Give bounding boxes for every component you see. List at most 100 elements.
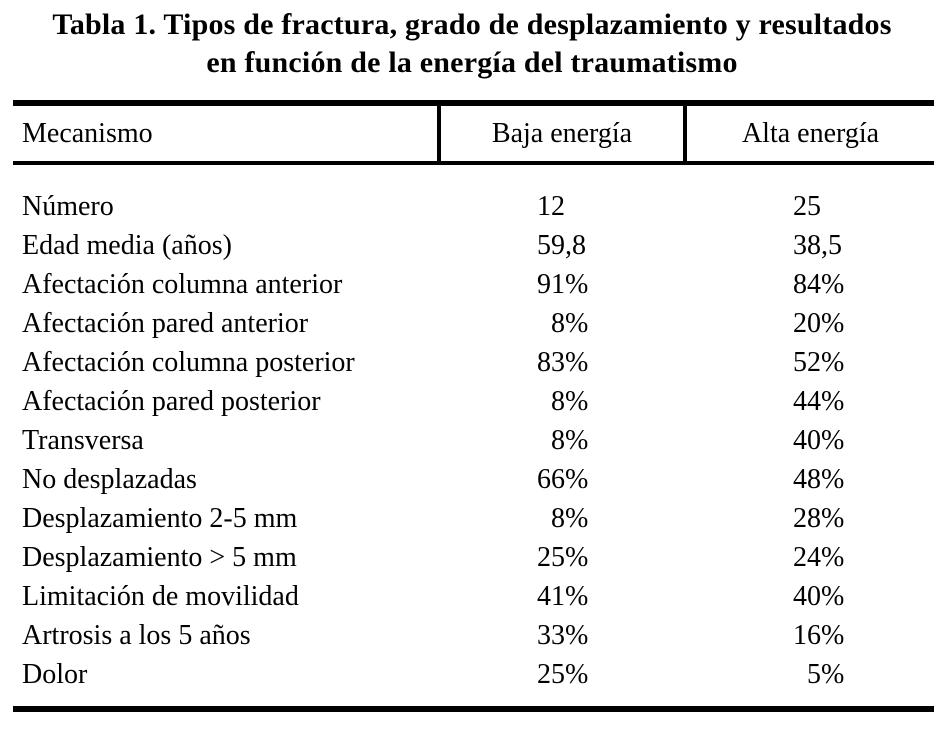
data-table: Mecanismo Baja energía Alta energía Núme… xyxy=(13,100,934,712)
table-row: Transversa 8% 40% xyxy=(13,421,934,460)
value-integer-part: 33 xyxy=(537,619,565,651)
row-value-baja-energia: 91% xyxy=(437,269,683,301)
value-suffix-part: % xyxy=(565,307,589,339)
row-value-baja-energia: 8% xyxy=(437,425,683,457)
value-integer-part: 20 xyxy=(793,307,821,339)
value-suffix-part: % xyxy=(821,619,845,651)
value-integer-part: 59 xyxy=(537,229,565,261)
table-row: Limitación de movilidad 41% 40% xyxy=(13,577,934,616)
row-value-baja-energia: 8% xyxy=(437,503,683,535)
table-row: Afectación columna anterior 91% 84% xyxy=(13,265,934,304)
row-value-alta-energia: 44% xyxy=(683,386,934,418)
value-suffix-part: % xyxy=(565,541,589,573)
value-suffix-part: % xyxy=(565,658,589,690)
value-integer-part: 8 xyxy=(551,307,565,339)
value-integer-part: 24 xyxy=(793,541,821,573)
value-suffix-part: % xyxy=(821,502,845,534)
table-header-row: Mecanismo Baja energía Alta energía xyxy=(13,100,934,165)
row-label: Afectación pared posterior xyxy=(22,385,321,417)
row-value-baja-energia: 12 xyxy=(437,191,683,223)
row-value-alta-energia: 52% xyxy=(683,347,934,379)
row-label: Limitación de movilidad xyxy=(22,580,299,612)
table-row: Afectación pared posterior 8% 44% xyxy=(13,382,934,421)
value-integer-part: 66 xyxy=(537,463,565,495)
table-row: Afectación columna posterior 83% 52% xyxy=(13,343,934,382)
row-value-alta-energia: 24% xyxy=(683,542,934,574)
row-value-baja-energia: 41% xyxy=(437,581,683,613)
value-integer-part: 16 xyxy=(793,619,821,651)
row-value-baja-energia: 66% xyxy=(437,464,683,496)
table-row: Artrosis a los 5 años 33% 16% xyxy=(13,616,934,655)
row-value-baja-energia: 8% xyxy=(437,386,683,418)
table-row: Edad media (años) 59,8 38,5 xyxy=(13,226,934,265)
value-suffix-part: ,5 xyxy=(821,229,842,261)
row-value-alta-energia: 38,5 xyxy=(683,230,934,262)
row-value-alta-energia: 40% xyxy=(683,425,934,457)
table-title-line-1: Tabla 1. Tipos de fractura, grado de des… xyxy=(52,8,892,41)
row-label: Dolor xyxy=(22,658,88,690)
value-integer-part: 8 xyxy=(551,424,565,456)
row-value-baja-energia: 25% xyxy=(437,659,683,691)
table-row: Desplazamiento 2-5 mm 8% 28% xyxy=(13,499,934,538)
value-suffix-part: ,8 xyxy=(565,229,586,261)
value-integer-part: 12 xyxy=(537,190,565,222)
table-title: Tabla 1. Tipos de fractura, grado de des… xyxy=(0,0,944,82)
row-value-baja-energia: 25% xyxy=(437,542,683,574)
row-label: Afectación columna anterior xyxy=(22,268,343,300)
row-label: No desplazadas xyxy=(22,463,197,495)
row-label: Transversa xyxy=(22,424,144,456)
value-integer-part: 38 xyxy=(793,229,821,261)
value-integer-part: 8 xyxy=(551,385,565,417)
value-suffix-part: % xyxy=(565,268,589,300)
value-suffix-part: % xyxy=(565,463,589,495)
column-header-mecanismo: Mecanismo xyxy=(22,117,153,149)
value-suffix-part: % xyxy=(821,658,845,690)
row-value-alta-energia: 16% xyxy=(683,620,934,652)
row-label: Desplazamiento 2-5 mm xyxy=(22,502,298,534)
table-row: Dolor 25% 5% xyxy=(13,655,934,694)
value-integer-part: 44 xyxy=(793,385,821,417)
value-suffix-part: % xyxy=(565,346,589,378)
table-row: No desplazadas 66% 48% xyxy=(13,460,934,499)
value-integer-part: 48 xyxy=(793,463,821,495)
value-suffix-part: % xyxy=(821,307,845,339)
row-value-alta-energia: 28% xyxy=(683,503,934,535)
value-suffix-part: % xyxy=(821,268,845,300)
table-row: Número 12 25 xyxy=(13,187,934,226)
row-label: Afectación columna posterior xyxy=(22,346,355,378)
value-suffix-part: % xyxy=(565,619,589,651)
value-integer-part: 83 xyxy=(537,346,565,378)
value-integer-part: 5 xyxy=(807,658,821,690)
row-label: Número xyxy=(22,190,114,222)
value-integer-part: 84 xyxy=(793,268,821,300)
row-value-baja-energia: 83% xyxy=(437,347,683,379)
value-integer-part: 41 xyxy=(537,580,565,612)
row-value-alta-energia: 48% xyxy=(683,464,934,496)
table-title-line-2: en función de la energía del traumatismo xyxy=(206,46,738,79)
row-label: Desplazamiento > 5 mm xyxy=(22,541,297,573)
value-suffix-part: % xyxy=(821,346,845,378)
row-value-alta-energia: 84% xyxy=(683,269,934,301)
table-row: Afectación pared anterior 8% 20% xyxy=(13,304,934,343)
value-integer-part: 25 xyxy=(537,541,565,573)
row-label: Artrosis a los 5 años xyxy=(22,619,251,651)
value-suffix-part: % xyxy=(821,463,845,495)
value-integer-part: 25 xyxy=(793,190,821,222)
value-suffix-part: % xyxy=(821,541,845,573)
column-header-alta-energia: Alta energía xyxy=(683,106,934,161)
row-label: Afectación pared anterior xyxy=(22,307,309,339)
value-suffix-part: % xyxy=(821,424,845,456)
value-suffix-part: % xyxy=(565,502,589,534)
row-value-alta-energia: 5% xyxy=(683,659,934,691)
row-label: Edad media (años) xyxy=(22,229,232,261)
value-integer-part: 40 xyxy=(793,424,821,456)
value-suffix-part: % xyxy=(565,385,589,417)
column-header-baja-energia: Baja energía xyxy=(437,106,683,161)
table-row: Desplazamiento > 5 mm 25% 24% xyxy=(13,538,934,577)
value-suffix-part: % xyxy=(565,424,589,456)
value-suffix-part: % xyxy=(565,580,589,612)
value-integer-part: 8 xyxy=(551,502,565,534)
value-suffix-part: % xyxy=(821,580,845,612)
row-value-alta-energia: 40% xyxy=(683,581,934,613)
